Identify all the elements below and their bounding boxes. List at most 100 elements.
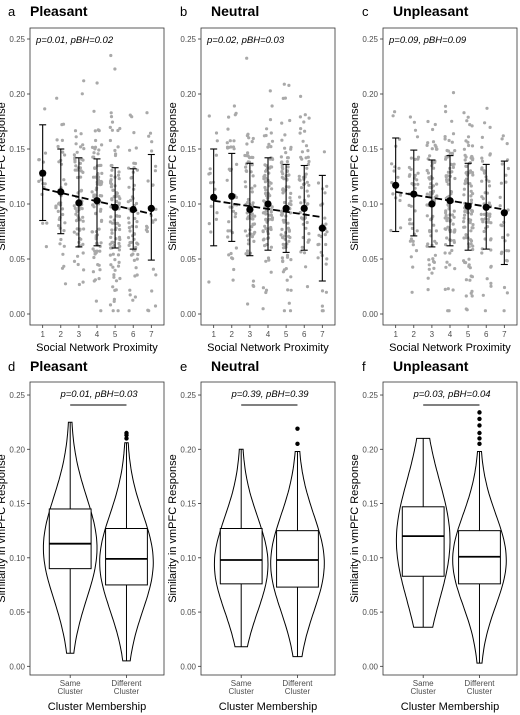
y-tick-label: 0.20 — [9, 445, 25, 454]
stats-annotation: p=0.09, pBH=0.09 — [388, 35, 467, 46]
data-point — [269, 245, 273, 249]
data-point — [153, 304, 158, 308]
data-point — [504, 180, 508, 184]
x-tick-label: 3 — [430, 330, 435, 339]
panel-title: Pleasant — [30, 3, 88, 19]
data-point — [128, 293, 132, 297]
data-point — [320, 289, 325, 293]
data-point — [289, 199, 293, 203]
data-point — [452, 230, 456, 234]
y-tick-label: 0.25 — [9, 391, 25, 400]
data-point — [117, 214, 122, 218]
data-point — [245, 142, 249, 146]
data-point — [113, 67, 117, 71]
data-point — [59, 237, 63, 242]
data-point — [305, 166, 309, 170]
data-point — [282, 82, 286, 86]
data-point — [285, 169, 290, 173]
data-point — [269, 181, 273, 185]
data-point — [76, 254, 80, 258]
data-point — [415, 229, 419, 233]
data-point — [214, 217, 218, 221]
x-tick-label: 6 — [484, 330, 489, 339]
data-point — [396, 175, 400, 179]
mean-point — [39, 169, 47, 177]
stats-annotation: p=0.02, pBH=0.03 — [206, 35, 285, 46]
data-point — [505, 291, 509, 295]
data-point — [267, 142, 271, 146]
data-point — [480, 251, 484, 255]
data-point — [151, 220, 155, 224]
data-point — [61, 212, 65, 217]
violin-shape — [213, 448, 269, 648]
data-point — [90, 190, 94, 194]
panel-a: a Pleasant 0.00 0.05 0.10 0.15 0.20 0.25 Similar… — [0, 3, 165, 354]
y-tick-label: 0.20 — [362, 445, 378, 454]
data-point — [470, 226, 474, 230]
data-point — [444, 110, 448, 114]
data-point — [443, 287, 447, 291]
data-point — [409, 167, 413, 171]
data-point — [299, 250, 303, 254]
data-point — [463, 158, 467, 162]
data-point — [108, 125, 112, 129]
data-point — [97, 148, 101, 152]
y-axis-label: Similarity in vmPFC Response — [349, 102, 361, 251]
data-point — [428, 193, 432, 197]
data-point — [299, 155, 303, 159]
data-point — [43, 151, 48, 155]
y-axis-label: Similarity in vmPFC Response — [349, 454, 361, 603]
data-point — [444, 211, 448, 215]
data-point — [307, 183, 311, 187]
data-point — [246, 242, 250, 246]
data-point — [462, 187, 466, 191]
data-point — [111, 252, 115, 256]
data-point — [57, 201, 61, 205]
data-point — [232, 104, 236, 108]
data-point — [111, 265, 115, 269]
data-point — [126, 236, 131, 240]
mean-point — [57, 188, 65, 196]
data-point — [307, 238, 311, 242]
data-point — [324, 262, 328, 266]
data-point — [57, 160, 61, 164]
data-point — [154, 207, 158, 211]
data-point — [98, 249, 102, 253]
data-point — [116, 264, 121, 268]
data-point — [465, 119, 469, 123]
data-point — [469, 242, 473, 246]
data-point — [480, 135, 484, 139]
data-point — [232, 267, 236, 272]
outlier-point — [477, 416, 482, 422]
data-point — [482, 169, 486, 173]
data-point — [145, 229, 149, 234]
data-point — [453, 267, 457, 271]
x-tick-label: 1 — [393, 330, 398, 339]
data-point — [283, 133, 287, 137]
y-tick-label: 0.10 — [9, 554, 25, 563]
data-point — [471, 223, 475, 227]
data-point — [466, 115, 470, 119]
data-point — [115, 191, 119, 195]
data-point — [462, 225, 466, 229]
data-point — [262, 237, 266, 241]
y-tick-label: 0.25 — [180, 391, 196, 400]
data-point — [444, 157, 448, 161]
data-point — [488, 152, 492, 156]
data-point — [263, 224, 267, 228]
data-point — [307, 159, 311, 164]
data-point — [483, 309, 487, 313]
data-point — [304, 226, 308, 230]
x-tick-label: 4 — [95, 330, 100, 339]
panel-b: b Neutral 0.00 0.05 0.10 0.15 0.20 0.25 Similari… — [167, 3, 336, 354]
panel-letter: e — [180, 359, 187, 374]
data-point — [284, 151, 288, 155]
data-point — [145, 224, 149, 228]
data-point — [265, 127, 269, 131]
data-point — [453, 149, 457, 153]
data-point — [129, 253, 134, 257]
violin-shape — [395, 437, 451, 628]
data-point — [393, 110, 397, 114]
data-point — [462, 259, 466, 263]
data-point — [246, 197, 250, 202]
